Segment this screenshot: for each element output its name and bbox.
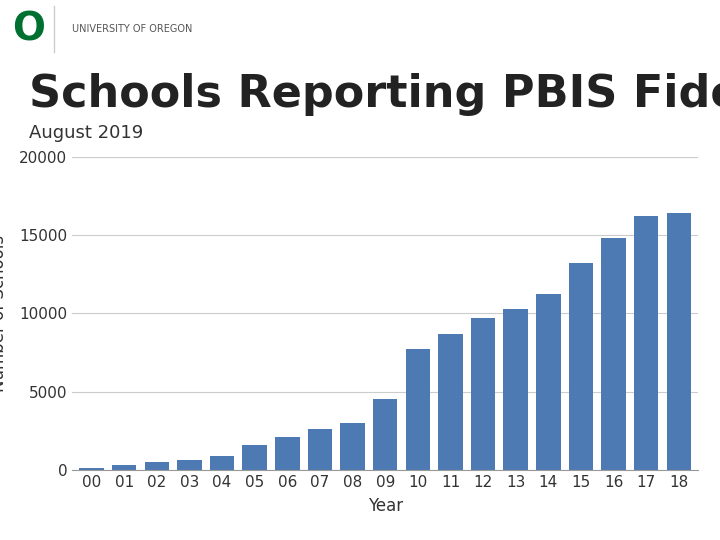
Bar bbox=[569, 263, 593, 470]
Text: O: O bbox=[12, 10, 45, 48]
Bar bbox=[79, 468, 104, 470]
Bar bbox=[243, 445, 267, 470]
Bar bbox=[667, 213, 691, 470]
X-axis label: Year: Year bbox=[368, 497, 402, 515]
Bar bbox=[341, 423, 365, 470]
Text: August 2019: August 2019 bbox=[29, 124, 143, 142]
Bar bbox=[536, 294, 561, 470]
Bar bbox=[503, 308, 528, 470]
Y-axis label: Number of Schools: Number of Schools bbox=[0, 235, 8, 392]
Bar bbox=[112, 465, 136, 470]
Bar bbox=[145, 462, 169, 470]
Bar bbox=[373, 399, 397, 470]
Bar bbox=[210, 456, 234, 470]
Bar bbox=[177, 461, 202, 470]
Bar bbox=[471, 318, 495, 470]
Text: Schools Reporting PBIS Fidelity: Schools Reporting PBIS Fidelity bbox=[29, 73, 720, 116]
Text: UNIVERSITY OF OREGON: UNIVERSITY OF OREGON bbox=[72, 24, 192, 34]
Bar bbox=[601, 238, 626, 470]
Bar bbox=[438, 334, 463, 470]
Bar bbox=[307, 429, 332, 470]
Bar bbox=[405, 349, 430, 470]
Bar bbox=[275, 437, 300, 470]
Bar bbox=[634, 216, 658, 470]
